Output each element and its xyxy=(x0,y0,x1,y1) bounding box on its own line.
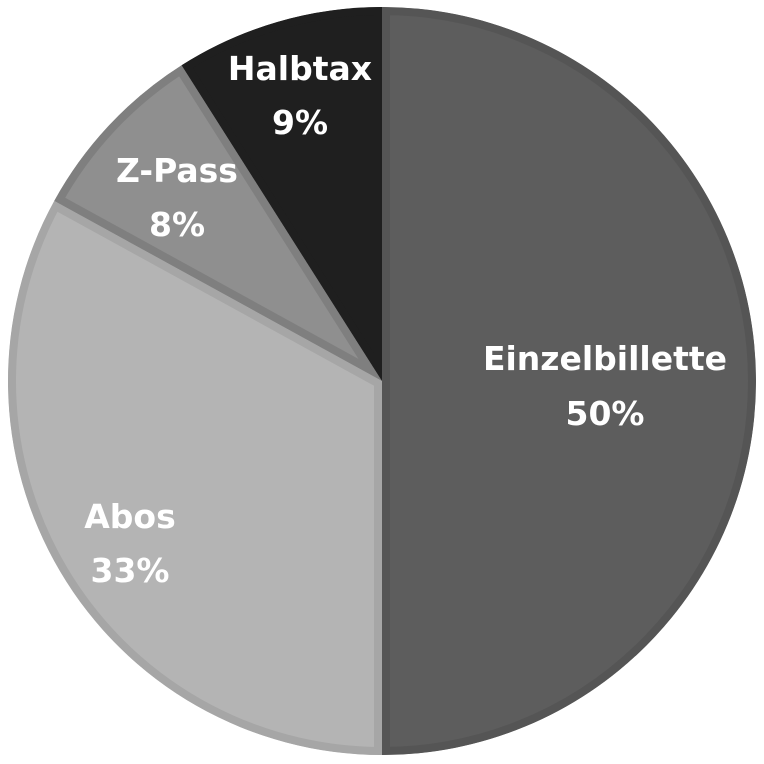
slice-label-abos: Abos xyxy=(84,497,175,536)
pie-slice-abos xyxy=(8,200,383,756)
slice-value-einzelbillette: 50% xyxy=(566,394,645,433)
slice-label-einzelbillette: Einzelbillette xyxy=(483,339,727,378)
pie-slice-einzelbillette xyxy=(382,7,756,755)
pie-slice-z-pass xyxy=(54,65,383,381)
slice-value-halbtax: 9% xyxy=(272,103,328,142)
slice-label-halbtax: Halbtax xyxy=(228,49,372,88)
pie-slice-halbtax xyxy=(181,7,382,381)
slice-label-z-pass: Z-Pass xyxy=(116,151,238,190)
slice-value-z-pass: 8% xyxy=(149,205,205,244)
slice-value-abos: 33% xyxy=(91,551,170,590)
